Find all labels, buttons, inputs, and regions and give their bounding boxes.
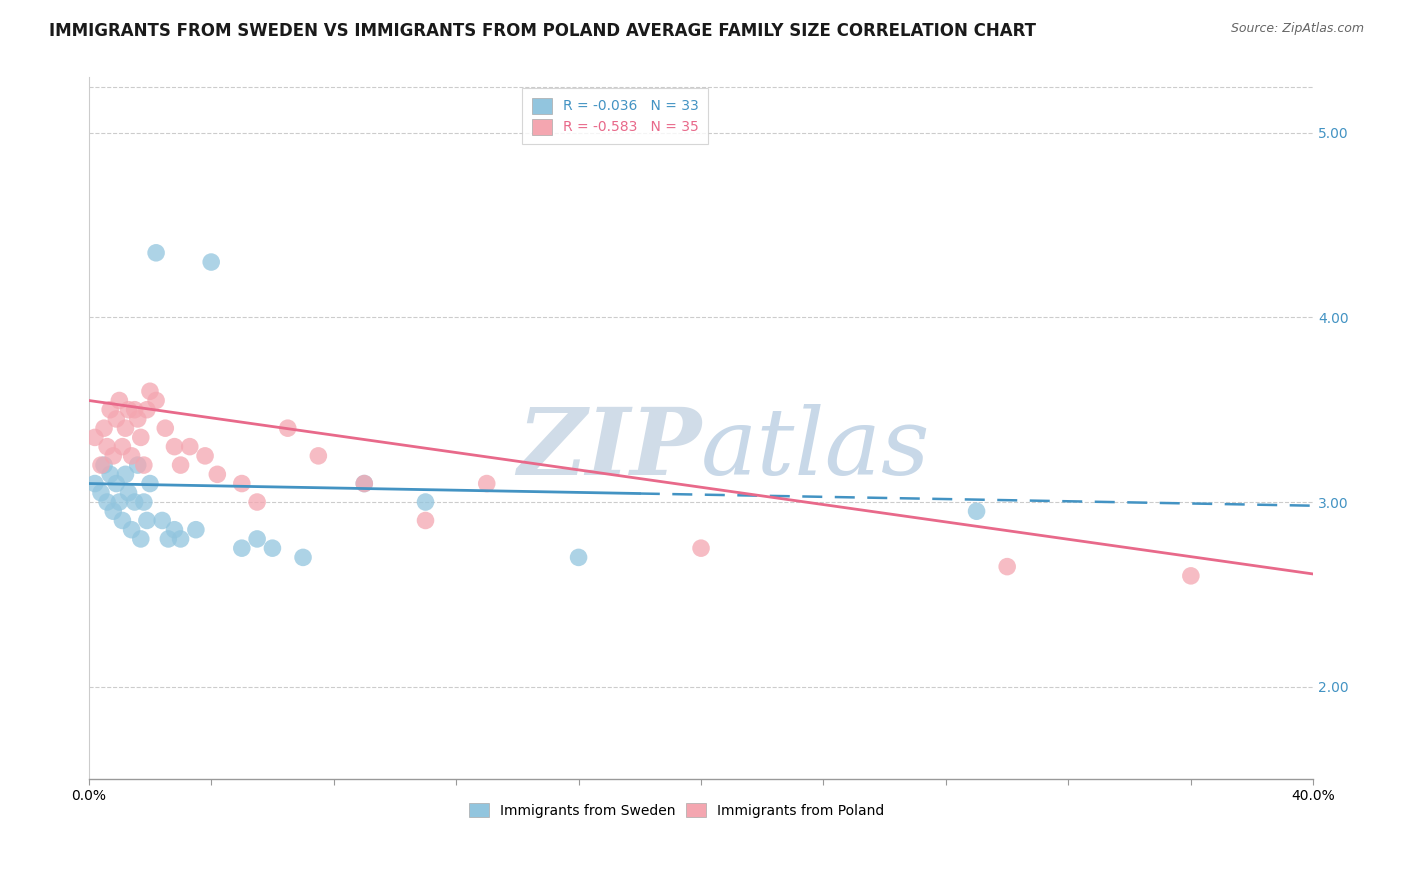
Point	[111, 440, 134, 454]
Point	[105, 476, 128, 491]
Text: Source: ZipAtlas.com: Source: ZipAtlas.com	[1230, 22, 1364, 36]
Point	[129, 532, 152, 546]
Point	[135, 402, 157, 417]
Point	[108, 393, 131, 408]
Point	[353, 476, 375, 491]
Point	[145, 393, 167, 408]
Point	[127, 412, 149, 426]
Text: atlas: atlas	[702, 404, 931, 494]
Point	[103, 504, 125, 518]
Point	[246, 532, 269, 546]
Point	[145, 245, 167, 260]
Point	[121, 523, 143, 537]
Point	[132, 458, 155, 472]
Point	[246, 495, 269, 509]
Point	[179, 440, 201, 454]
Point	[105, 412, 128, 426]
Point	[307, 449, 329, 463]
Point	[169, 458, 191, 472]
Point	[132, 495, 155, 509]
Point	[114, 421, 136, 435]
Point	[194, 449, 217, 463]
Point	[184, 523, 207, 537]
Point	[231, 476, 253, 491]
Point	[139, 476, 162, 491]
Point	[83, 476, 105, 491]
Point	[475, 476, 498, 491]
Point	[121, 449, 143, 463]
Point	[90, 485, 112, 500]
Point	[93, 421, 115, 435]
Point	[103, 449, 125, 463]
Point	[262, 541, 284, 556]
Point	[117, 485, 139, 500]
Point	[93, 458, 115, 472]
Text: ZIP: ZIP	[517, 404, 702, 494]
Point	[353, 476, 375, 491]
Point	[124, 495, 146, 509]
Point	[135, 513, 157, 527]
Point	[83, 430, 105, 444]
Point	[127, 458, 149, 472]
Point	[155, 421, 177, 435]
Legend: Immigrants from Sweden, Immigrants from Poland: Immigrants from Sweden, Immigrants from …	[463, 796, 891, 824]
Point	[157, 532, 180, 546]
Point	[124, 402, 146, 417]
Point	[690, 541, 713, 556]
Point	[169, 532, 191, 546]
Point	[111, 513, 134, 527]
Point	[415, 495, 437, 509]
Point	[117, 402, 139, 417]
Point	[568, 550, 591, 565]
Point	[163, 523, 186, 537]
Point	[292, 550, 315, 565]
Point	[995, 559, 1018, 574]
Point	[207, 467, 229, 482]
Point	[129, 430, 152, 444]
Point	[96, 495, 118, 509]
Point	[96, 440, 118, 454]
Point	[90, 458, 112, 472]
Point	[108, 495, 131, 509]
Point	[415, 513, 437, 527]
Point	[98, 467, 121, 482]
Point	[139, 384, 162, 399]
Point	[98, 402, 121, 417]
Text: IMMIGRANTS FROM SWEDEN VS IMMIGRANTS FROM POLAND AVERAGE FAMILY SIZE CORRELATION: IMMIGRANTS FROM SWEDEN VS IMMIGRANTS FRO…	[49, 22, 1036, 40]
Point	[163, 440, 186, 454]
Point	[200, 255, 222, 269]
Point	[277, 421, 299, 435]
Point	[966, 504, 988, 518]
Point	[150, 513, 173, 527]
Point	[231, 541, 253, 556]
Point	[1180, 569, 1202, 583]
Point	[114, 467, 136, 482]
